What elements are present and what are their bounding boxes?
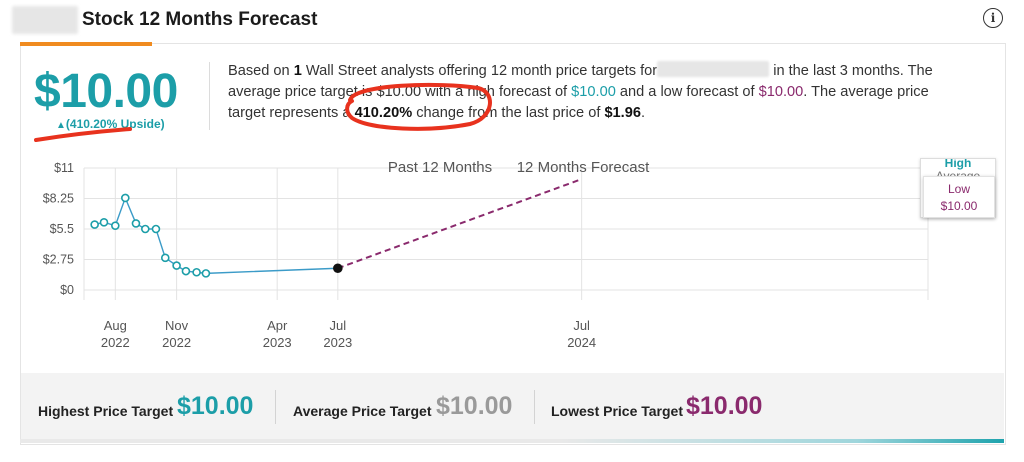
x-tick-year: 2022 <box>162 335 191 350</box>
history-point <box>131 219 141 228</box>
redacted-company-name <box>657 61 770 77</box>
highest-price-target-value: $10.00 <box>177 392 254 420</box>
history-point <box>192 267 201 277</box>
upside-text: (410.20% Upside) <box>65 117 165 131</box>
section-label-past: Past 12 Months <box>388 159 492 176</box>
x-tick-month: Apr <box>267 318 288 333</box>
footer-divider <box>534 390 535 424</box>
x-tick-month: Nov <box>165 318 189 333</box>
card-bottom-accent <box>20 439 1004 443</box>
price-forecast-chart: $11 $8.25 $5.5 $2.75 $0 Aug 2022 Nov 2022 Apr 2023… <box>43 159 929 350</box>
x-tick-month: Jul <box>573 318 590 333</box>
x-tick-month: Aug <box>104 318 127 333</box>
history-point <box>121 193 130 203</box>
summary-divider <box>209 62 210 130</box>
lowest-price-target-value: $10.00 <box>686 392 763 420</box>
history-point <box>181 266 191 276</box>
info-icon[interactable]: i <box>983 8 1003 28</box>
y-tick-label: $5.5 <box>50 222 74 236</box>
redacted-ticker-logo <box>12 6 78 34</box>
page-header: Stock 12 Months Forecast i <box>0 0 1024 46</box>
x-tick-year: 2023 <box>323 335 352 350</box>
upside-badge: ▲(410.20% Upside) <box>56 117 165 131</box>
y-tick-label: $8.25 <box>43 192 74 206</box>
history-point <box>111 221 120 230</box>
last-price-point <box>333 263 343 274</box>
up-arrow-icon: ▲ <box>56 120 66 131</box>
y-tick-label: $2.75 <box>43 253 74 267</box>
history-point <box>201 269 211 278</box>
forecast-line <box>337 178 582 270</box>
average-price-target-value: $10.00 <box>34 65 178 118</box>
lowest-price-target-label: Lowest Price Target <box>551 403 684 419</box>
section-label-forecast: 12 Months Forecast <box>517 159 650 176</box>
page-title: Stock 12 Months Forecast <box>82 9 318 30</box>
legend-high: High <box>944 158 972 170</box>
x-tick-year: 2022 <box>101 335 130 350</box>
history-line <box>94 196 338 275</box>
history-point <box>99 218 109 227</box>
history-point <box>140 224 150 234</box>
legend-low-tooltip: Low $10.00 <box>923 176 995 218</box>
x-tick-month: Jul <box>330 318 347 333</box>
history-point <box>172 261 181 270</box>
x-tick-year: 2023 <box>263 335 292 350</box>
history-point <box>151 224 161 234</box>
y-tick-label: $0 <box>60 283 74 297</box>
forecast-summary-text: Based on 1 Wall Street analysts offering… <box>228 61 933 121</box>
x-tick-year: 2024 <box>567 335 596 350</box>
y-tick-label: $11 <box>54 161 74 175</box>
history-point <box>90 220 99 229</box>
legend-low-value: $10.00 <box>940 199 978 213</box>
highest-price-target-label: Highest Price Target <box>38 403 174 419</box>
price-target-footer <box>21 373 1004 439</box>
legend-low-label: Low <box>947 182 970 196</box>
active-tab-indicator <box>20 42 152 46</box>
history-point <box>160 253 170 263</box>
footer-divider <box>275 390 276 424</box>
average-price-target-label: Average Price Target <box>293 403 432 419</box>
average-price-target-footer-value: $10.00 <box>436 392 513 420</box>
